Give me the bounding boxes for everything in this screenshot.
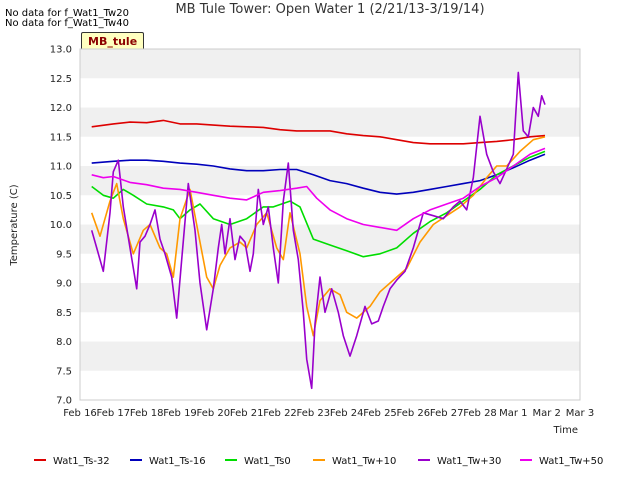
x-tick-label: Feb 21	[230, 408, 264, 419]
x-axis-label: Time	[553, 425, 578, 436]
y-axis-label: Temperature (C)	[9, 184, 20, 266]
y-tick-label: 8.5	[56, 308, 72, 319]
series-line-wat1-tw-10	[90, 136, 546, 337]
y-tick-label: 13.0	[50, 45, 72, 56]
legend-label: Wat1_Tw+30	[437, 456, 501, 467]
grid-band	[80, 224, 580, 254]
x-tick-label: Mar 3	[566, 408, 594, 419]
y-tick-label: 7.0	[56, 396, 72, 407]
x-tick-label: Feb 25	[363, 408, 397, 419]
site-badge: MB_tule	[81, 32, 145, 51]
y-tick-label: 10.0	[50, 220, 72, 231]
x-tick-label: Feb 17	[97, 408, 131, 419]
x-tick-label: Feb 27	[430, 408, 464, 419]
series-line-wat1-tw-30	[90, 71, 546, 390]
grid-band	[80, 49, 580, 79]
x-tick-label: Mar 2	[532, 408, 560, 419]
y-tick-label: 7.5	[56, 366, 72, 377]
x-tick-label: Feb 18	[130, 408, 164, 419]
legend-label: Wat1_Tw+50	[539, 456, 603, 467]
grid-band	[80, 78, 580, 108]
grid-band	[80, 312, 580, 342]
series-line-wat1-tw-50	[91, 147, 546, 232]
y-tick-label: 9.0	[56, 279, 72, 290]
no-data-message-2: No data for f_Wat1_Tw40	[5, 18, 129, 29]
y-tick-label: 12.5	[50, 74, 72, 85]
x-tick-label: Feb 28	[463, 408, 497, 419]
x-tick-label: Feb 19	[163, 408, 197, 419]
legend-label: Wat1_Ts0	[244, 456, 291, 467]
x-tick-label: Feb 22	[263, 408, 297, 419]
legend-label: Wat1_Ts-32	[53, 456, 110, 467]
grid-band	[80, 370, 580, 400]
grid-band	[80, 253, 580, 283]
x-tick-label: Feb 16	[63, 408, 97, 419]
y-tick-label: 12.0	[50, 103, 72, 114]
y-tick-label: 11.0	[50, 162, 72, 173]
series-line-wat1-ts-32	[91, 119, 546, 145]
y-tick-label: 11.5	[50, 132, 72, 143]
y-tick-label: 8.0	[56, 337, 72, 348]
x-tick-label: Feb 26	[397, 408, 431, 419]
grid-band	[80, 341, 580, 371]
grid-band	[80, 107, 580, 137]
legend-label: Wat1_Ts-16	[149, 456, 206, 467]
legend-label: Wat1_Tw+10	[332, 456, 396, 467]
series-line-wat1-ts0	[91, 150, 546, 258]
y-tick-label: 10.5	[50, 191, 72, 202]
no-data-message-1: No data for f_Wat1_Tw20	[5, 8, 129, 19]
y-tick-label: 9.5	[56, 249, 72, 260]
x-tick-label: Feb 23	[297, 408, 331, 419]
x-tick-label: Mar 1	[499, 408, 527, 419]
x-tick-label: Feb 20	[197, 408, 231, 419]
x-tick-label: Feb 24	[330, 408, 364, 419]
chart-title: MB Tule Tower: Open Water 1 (2/21/13-3/1…	[175, 2, 485, 17]
